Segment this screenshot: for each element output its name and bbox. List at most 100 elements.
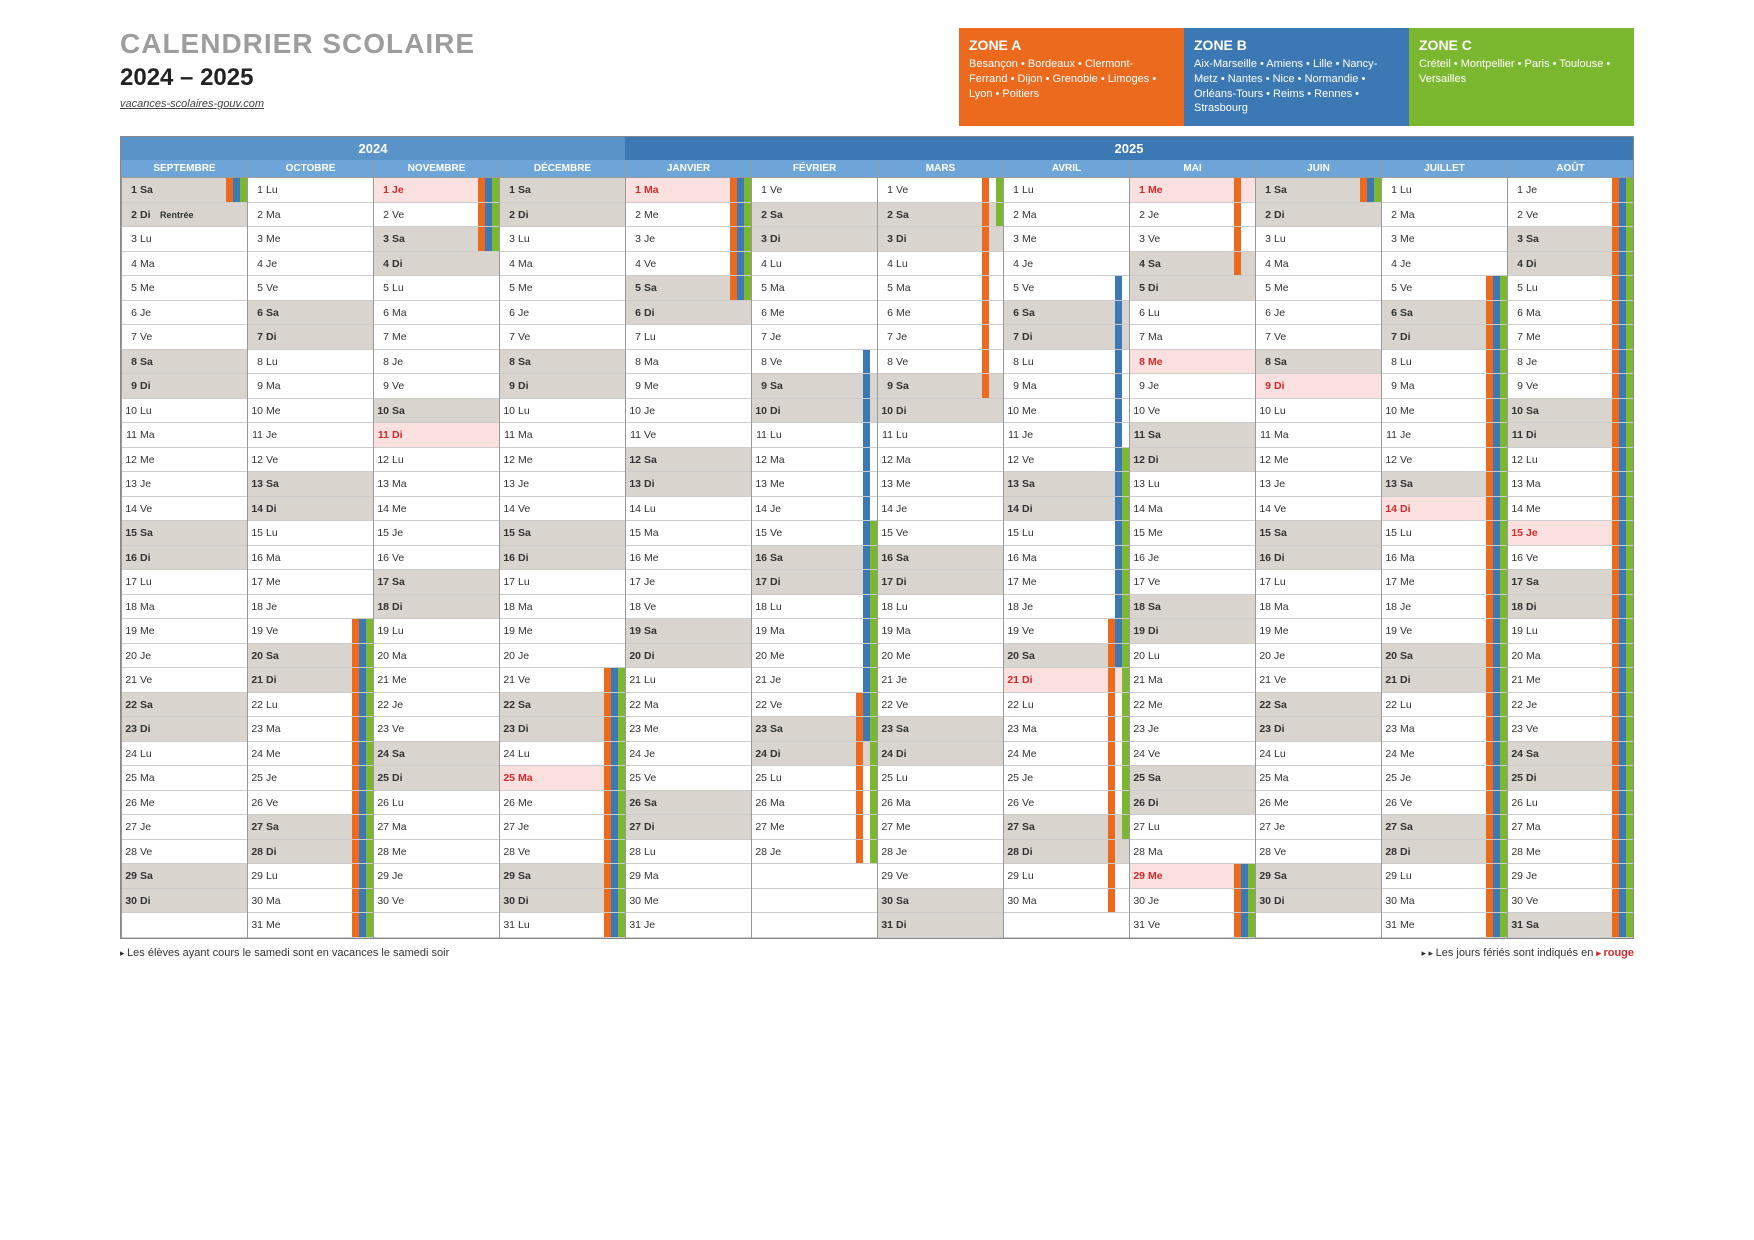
day-cell: 2Di <box>1256 203 1381 228</box>
bar-zone-B <box>1115 301 1122 325</box>
day-cell: 21Me <box>1508 668 1633 693</box>
bar-zone-B <box>1619 399 1626 423</box>
day-cell: 6Ma <box>374 301 499 326</box>
day-cell: 16Ma <box>248 546 373 571</box>
day-cell: 7Me <box>374 325 499 350</box>
bar-zone-C <box>1626 668 1633 692</box>
day-cell: 13Di <box>626 472 751 497</box>
bar-zone-B <box>611 693 618 717</box>
vacation-bars <box>1234 889 1255 913</box>
bar-zone-A <box>1486 791 1493 815</box>
day-cell: 16Di <box>1256 546 1381 571</box>
bar-zone-A <box>1234 864 1241 888</box>
bar-zone-B <box>1493 595 1500 619</box>
bar-zone-B <box>1115 374 1122 398</box>
bar-zone-B <box>1493 766 1500 790</box>
vacation-bars <box>1486 791 1507 815</box>
bar-zone-A <box>1612 693 1619 717</box>
bar-zone-B <box>1493 276 1500 300</box>
day-cell: 18Ma <box>500 595 625 620</box>
years-title: 2024 – 2025 <box>120 64 475 92</box>
bar-zone-C <box>1500 644 1507 668</box>
vacation-bars <box>1612 252 1633 276</box>
day-cell: 14Di <box>248 497 373 522</box>
day-cell: 3Sa <box>1508 227 1633 252</box>
bar-zone-A <box>1612 815 1619 839</box>
month-column: JANVIER1Ma2Me3Je4Ve5Sa6Di7Lu8Ma9Me10Je11… <box>625 160 751 938</box>
bar-zone-C <box>1122 374 1129 398</box>
bar-zone-B <box>1241 178 1248 202</box>
vacation-bars <box>1486 766 1507 790</box>
day-cell: 7Ve <box>500 325 625 350</box>
day-cell: 22Sa <box>1256 693 1381 718</box>
vacation-bars <box>1108 668 1129 692</box>
bar-zone-A <box>478 203 485 227</box>
day-cell: 14Di <box>1382 497 1507 522</box>
bar-zone-C <box>1500 864 1507 888</box>
bar-zone-A <box>1234 203 1241 227</box>
day-cell: 7Ve <box>1256 325 1381 350</box>
source-link[interactable]: vacances-scolaires-gouv.com <box>120 98 264 110</box>
bar-zone-A <box>1612 619 1619 643</box>
day-cell: 30Di <box>122 889 247 914</box>
day-cell: 20Je <box>122 644 247 669</box>
bar-zone-B <box>863 717 870 741</box>
bar-zone-B <box>1241 889 1248 913</box>
bar-zone-C <box>1122 791 1129 815</box>
vacation-bars <box>1108 644 1129 668</box>
day-cell: 3Ve <box>1130 227 1255 252</box>
vacation-bars <box>1108 276 1129 300</box>
day-cell: 20Je <box>500 644 625 669</box>
footer-note-left: Les élèves ayant cours le samedi sont en… <box>120 947 449 959</box>
vacation-bars <box>730 252 751 276</box>
bar-zone-A <box>1486 423 1493 447</box>
vacation-bars <box>1612 227 1633 251</box>
day-cell: 23Di <box>1256 717 1381 742</box>
vacation-bars <box>856 840 877 864</box>
bar-zone-C <box>1122 644 1129 668</box>
day-cell: 3Me <box>1382 227 1507 252</box>
bar-zone-A <box>352 815 359 839</box>
day-cell: 19Di <box>1130 619 1255 644</box>
day-cell: 22Sa <box>122 693 247 718</box>
bar-zone-C <box>870 546 877 570</box>
bar-zone-A <box>1612 325 1619 349</box>
bar-zone-A <box>856 423 863 447</box>
vacation-bars <box>1486 276 1507 300</box>
bar-zone-C <box>996 178 1003 202</box>
bar-zone-A <box>1108 399 1115 423</box>
month-header: JANVIER <box>626 160 751 178</box>
bar-zone-B <box>989 350 996 374</box>
vacation-bars <box>1612 423 1633 447</box>
bar-zone-B <box>1493 840 1500 864</box>
day-cell: 23Ma <box>248 717 373 742</box>
bar-zone-A <box>1612 791 1619 815</box>
bar-zone-A <box>982 374 989 398</box>
bar-zone-A <box>352 668 359 692</box>
bar-zone-B <box>1619 717 1626 741</box>
day-cell: 9Ve <box>1508 374 1633 399</box>
bar-zone-A <box>1612 742 1619 766</box>
day-cell: 2Sa <box>878 203 1003 228</box>
month-header: DÉCEMBRE <box>500 160 625 178</box>
bar-zone-C <box>870 791 877 815</box>
bar-zone-C <box>1500 423 1507 447</box>
day-cell: 8Ve <box>878 350 1003 375</box>
bar-zone-A <box>1612 448 1619 472</box>
bar-zone-C <box>1122 497 1129 521</box>
bar-zone-A <box>1612 399 1619 423</box>
bar-zone-C <box>1626 644 1633 668</box>
bar-zone-A <box>352 619 359 643</box>
vacation-bars <box>1612 668 1633 692</box>
bar-zone-B <box>1241 913 1248 937</box>
bar-zone-B <box>359 766 366 790</box>
vacation-bars <box>856 497 877 521</box>
vacation-bars <box>1108 350 1129 374</box>
bar-zone-A <box>856 350 863 374</box>
bar-zone-B <box>1619 815 1626 839</box>
bar-zone-B <box>1241 203 1248 227</box>
bar-zone-C <box>1500 276 1507 300</box>
bar-zone-C <box>1500 472 1507 496</box>
bar-zone-A <box>730 276 737 300</box>
bar-zone-A <box>604 668 611 692</box>
